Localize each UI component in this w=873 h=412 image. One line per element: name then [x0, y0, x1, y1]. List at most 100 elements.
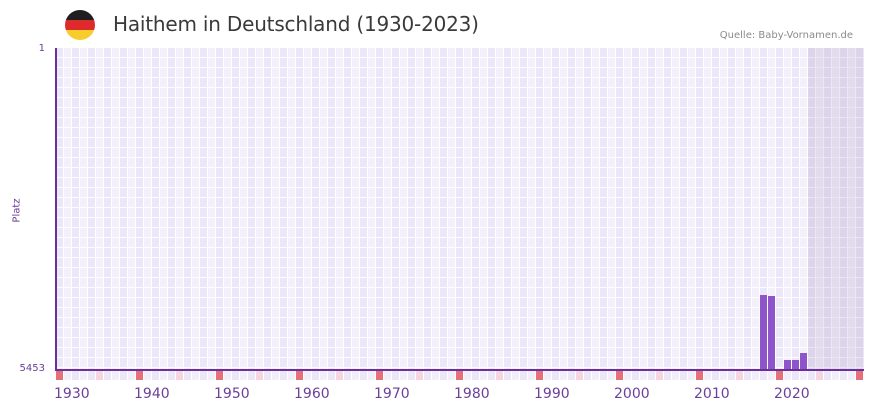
year-marker	[464, 371, 471, 380]
year-marker	[128, 371, 135, 380]
year-marker	[312, 371, 319, 380]
year-marker	[504, 371, 511, 380]
bar-2021[interactable]	[784, 360, 791, 370]
grid-column	[352, 48, 359, 370]
grid-row-line	[56, 117, 864, 118]
grid-column	[408, 48, 415, 370]
year-marker	[648, 371, 655, 380]
decade-marker	[776, 371, 783, 380]
grid-column	[376, 48, 383, 370]
grid-column	[64, 48, 71, 370]
year-marker	[640, 371, 647, 380]
half-decade-marker	[736, 371, 743, 380]
year-marker	[600, 371, 607, 380]
year-marker	[480, 371, 487, 380]
grid-column	[344, 48, 351, 370]
grid-column	[584, 48, 591, 370]
decade-marker	[136, 371, 143, 380]
grid-column	[424, 48, 431, 370]
year-marker	[568, 371, 575, 380]
year-marker	[120, 371, 127, 380]
bar-2022[interactable]	[792, 360, 799, 370]
bar-2019[interactable]	[768, 296, 775, 370]
x-tick-label: 1930	[54, 386, 90, 402]
year-marker	[64, 371, 71, 380]
year-marker	[384, 371, 391, 380]
grid-column	[640, 48, 647, 370]
year-marker	[848, 371, 855, 380]
year-marker	[408, 371, 415, 380]
grid-column	[776, 48, 783, 370]
grid-column	[480, 48, 487, 370]
x-tick-label: 2010	[694, 386, 730, 402]
grid-row-line	[56, 67, 864, 68]
year-marker	[104, 371, 111, 380]
x-tick-label: 1980	[454, 386, 490, 402]
year-marker	[224, 371, 231, 380]
year-marker	[512, 371, 519, 380]
grid-row-line	[56, 187, 864, 188]
grid-column	[496, 48, 503, 370]
bar-2018[interactable]	[760, 295, 767, 370]
grid-row-line	[56, 247, 864, 248]
year-marker	[664, 371, 671, 380]
year-marker	[160, 371, 167, 380]
year-marker	[432, 371, 439, 380]
x-tick-label: 1950	[214, 386, 250, 402]
grid-column	[464, 48, 471, 370]
year-marker	[728, 371, 735, 380]
year-marker	[784, 371, 791, 380]
x-tick-label: 1990	[534, 386, 570, 402]
grid-column	[696, 48, 703, 370]
grid-column	[664, 48, 671, 370]
grid-column	[200, 48, 207, 370]
grid-column	[56, 48, 63, 370]
grid-column	[152, 48, 159, 370]
half-decade-marker	[336, 371, 343, 380]
year-marker	[168, 371, 175, 380]
flag-stripe-red	[65, 20, 95, 30]
grid-column	[416, 48, 423, 370]
grid-column	[264, 48, 271, 370]
x-axis-line	[56, 369, 864, 371]
grid-column	[800, 48, 807, 370]
chart-title: Haithem in Deutschland (1930-2023)	[113, 12, 479, 36]
half-decade-marker	[256, 371, 263, 380]
year-marker	[544, 371, 551, 380]
grid-column	[624, 48, 631, 370]
grid-column	[712, 48, 719, 370]
grid-column	[248, 48, 255, 370]
grid-column	[560, 48, 567, 370]
half-decade-marker	[496, 371, 503, 380]
year-marker	[800, 371, 807, 380]
year-marker	[632, 371, 639, 380]
grid-column	[744, 48, 751, 370]
year-marker	[528, 371, 535, 380]
grid-column	[608, 48, 615, 370]
grid-column	[384, 48, 391, 370]
decade-marker	[296, 371, 303, 380]
grid-column	[824, 48, 831, 370]
grid-column	[784, 48, 791, 370]
grid-column	[216, 48, 223, 370]
grid-column	[600, 48, 607, 370]
grid-column	[176, 48, 183, 370]
year-marker	[248, 371, 255, 380]
grid-column	[768, 48, 775, 370]
grid-column	[528, 48, 535, 370]
half-decade-marker	[416, 371, 423, 380]
grid-row-line	[56, 147, 864, 148]
decade-marker	[56, 371, 63, 380]
grid-column	[128, 48, 135, 370]
year-marker	[744, 371, 751, 380]
grid-column	[552, 48, 559, 370]
year-marker	[240, 371, 247, 380]
grid-column	[112, 48, 119, 370]
bar-2023[interactable]	[800, 353, 807, 370]
year-marker	[280, 371, 287, 380]
year-marker	[712, 371, 719, 380]
grid-column	[488, 48, 495, 370]
grid-column	[832, 48, 839, 370]
grid-column	[848, 48, 855, 370]
grid-column	[840, 48, 847, 370]
